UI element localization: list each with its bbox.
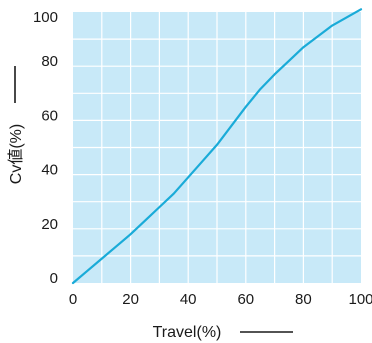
x-tick-label: 0 [69, 291, 77, 308]
y-tick-label: 60 [41, 107, 58, 124]
x-tick-label: 80 [295, 291, 312, 308]
x-tick-label: 40 [180, 291, 197, 308]
x-tick-label: 20 [122, 291, 139, 308]
x-tick-label: 60 [237, 291, 254, 308]
y-tick-label: 40 [41, 162, 58, 179]
series-layer [71, 8, 363, 285]
y-axis-title: Cv値(%) [7, 124, 25, 184]
y-tick-label: 0 [50, 270, 58, 287]
y-axis-ticks: 0 20 40 60 80 100 [33, 9, 58, 287]
y-tick-label: 100 [33, 9, 58, 26]
gridlines [73, 12, 361, 283]
x-axis-ticks: 0 20 40 60 80 100 [69, 291, 372, 308]
y-tick-label: 80 [41, 53, 58, 70]
x-axis-title: Travel(%) [153, 324, 222, 341]
x-tick-label: 100 [348, 291, 372, 308]
cv-curve-line [71, 8, 363, 285]
y-tick-label: 20 [41, 216, 58, 233]
